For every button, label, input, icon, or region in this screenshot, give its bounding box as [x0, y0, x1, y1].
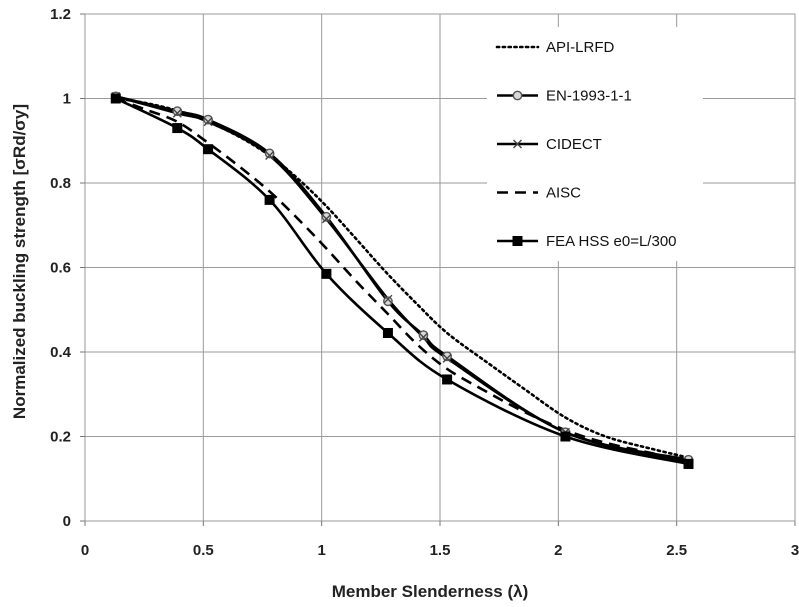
y-tick-label: 0 — [63, 513, 71, 530]
y-tick-label: 0.8 — [50, 175, 71, 192]
y-tick-label: 1 — [63, 91, 71, 108]
aisc-line — [115, 97, 689, 464]
legend-item-aisc: AISC — [497, 185, 581, 202]
fea-hss-e0-l-300-square-marker — [560, 431, 571, 442]
legend-item-en-1993-1-1: EN-1993-1-1 — [497, 88, 632, 105]
cidect-x-marker — [442, 353, 452, 363]
legend-label-api-lrfd: API-LRFD — [546, 39, 615, 56]
legend-label-fea-hss-e0-l-300: FEA HSS e0=L/300 — [546, 233, 677, 250]
cidect-x-marker — [383, 294, 393, 304]
fea-hss-e0-l-300-square-marker — [203, 144, 214, 155]
legend-fea-hss-e0-l-300-square-marker — [512, 236, 523, 246]
x-tick-label: 0 — [81, 542, 89, 559]
legend-label-en-1993-1-1: EN-1993-1-1 — [546, 88, 632, 105]
y-tick-label: 1.2 — [50, 6, 71, 23]
x-tick-label: 1.5 — [430, 542, 451, 559]
x-tick-label: 1 — [317, 542, 325, 559]
fea-hss-e0-l-300-square-marker — [683, 458, 694, 469]
en-1993-1-1-circle-marker — [418, 330, 429, 340]
en-1993-1-1-circle-marker — [172, 106, 183, 117]
en-1993-1-1-circle-marker — [442, 351, 452, 362]
legend-cidect-x-marker — [513, 139, 522, 149]
x-tick-label: 2 — [554, 542, 562, 559]
y-tick-label: 0.4 — [50, 344, 72, 361]
fea-hss-e0-l-300-square-marker — [321, 268, 332, 279]
legend-label-cidect: CIDECT — [546, 136, 602, 153]
legend-label-aisc: AISC — [546, 185, 581, 202]
cidect-x-marker — [418, 332, 428, 342]
fea-hss-e0-l-300-square-marker — [264, 194, 275, 205]
legend-en-1993-1-1-circle-marker — [512, 90, 523, 101]
x-tick-label: 0.5 — [193, 542, 214, 559]
x-axis-title: Member Slenderness (λ) — [332, 582, 529, 601]
x-tick-label: 2.5 — [666, 542, 687, 559]
legend: API-LRFD EN-1993-1-1 CIDECT AISC FEA HSS e0=… — [487, 27, 703, 261]
cidect-x-marker — [203, 117, 213, 127]
legend-item-fea-hss-e0-l-300: FEA HSS e0=L/300 — [497, 233, 677, 250]
en-1993-1-1-circle-marker — [203, 114, 213, 125]
fea-hss-e0-l-300-line — [115, 97, 689, 466]
en-1993-1-1-circle-marker — [264, 148, 275, 159]
en-1993-1-1-circle-marker — [321, 211, 332, 222]
fea-hss-e0-l-300-square-marker — [442, 374, 453, 385]
cidect-x-marker — [265, 151, 275, 161]
en-1993-1-1-circle-marker — [383, 296, 393, 307]
cidect-line — [115, 95, 689, 464]
x-tick-label: 3 — [791, 542, 799, 559]
cidect-x-marker — [172, 108, 182, 118]
series-markers — [110, 91, 694, 469]
y-tick-label: 0.6 — [50, 260, 71, 277]
fea-hss-e0-l-300-square-marker — [172, 123, 183, 134]
cidect-x-marker — [321, 214, 331, 224]
y-tick-label: 0.2 — [50, 429, 71, 446]
axes: 0 0.2 0.4 0.6 0.8 1 1.2 0 0.5 1 1.5 2 2.5 3 — [50, 6, 799, 559]
legend-item-api-lrfd: API-LRFD — [495, 39, 615, 56]
fea-hss-e0-l-300-square-marker — [110, 93, 121, 104]
legend-item-cidect: CIDECT — [497, 136, 602, 153]
y-axis-title: Normalized buckling strength [σRd/σy] — [10, 104, 29, 419]
fea-hss-e0-l-300-square-marker — [382, 327, 393, 338]
